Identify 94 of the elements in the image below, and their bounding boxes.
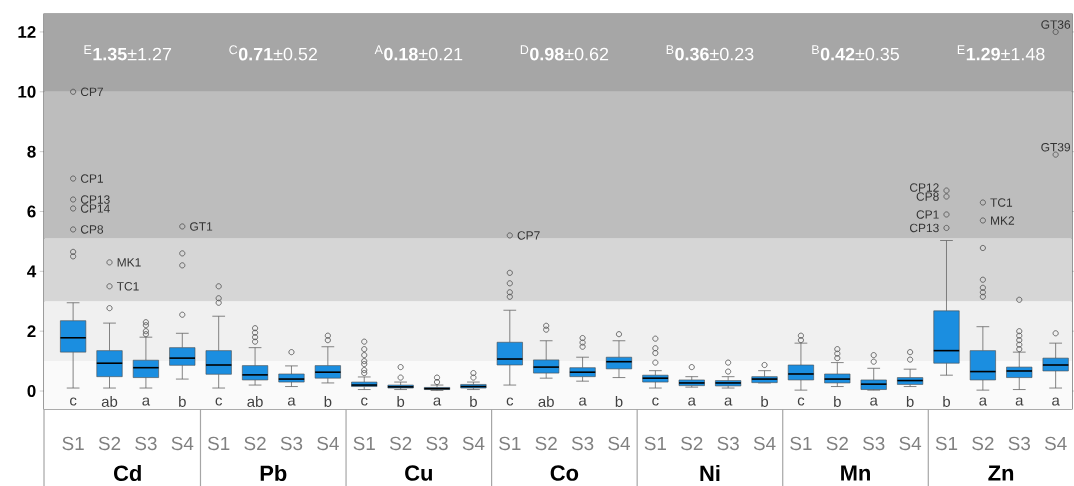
annotation: $^{E}$1.29±1.48 xyxy=(957,45,1045,61)
y-tick-label: 10 xyxy=(18,85,36,98)
annotation: TC1 xyxy=(990,198,1013,207)
x-tick-label: S4 xyxy=(899,436,922,451)
annotation: a xyxy=(688,397,696,406)
x-tick-label: S4 xyxy=(317,436,339,451)
x-tick-label: S4 xyxy=(753,436,776,451)
x-tick-label: S3 xyxy=(280,436,303,451)
annotation: b xyxy=(470,396,477,407)
annotation: a xyxy=(142,397,151,406)
text: Zn xyxy=(988,465,1014,481)
annotation: MK1 xyxy=(117,258,141,267)
x-tick-label: S4 xyxy=(608,436,630,451)
annotation: ab xyxy=(101,396,118,407)
annotation: c xyxy=(506,397,514,406)
x-tick-label: S2 xyxy=(389,436,412,451)
annotation: ab xyxy=(538,396,554,407)
annotation: CP8 xyxy=(916,192,939,201)
annotation: b xyxy=(179,396,186,407)
text: Ni xyxy=(700,465,720,481)
y-tick-label: 8 xyxy=(27,145,36,158)
x-tick-label: S2 xyxy=(826,436,848,451)
text: Mn xyxy=(841,465,870,481)
x-tick-label: S2 xyxy=(535,436,557,451)
annotation: CP1 xyxy=(916,210,939,219)
annotation: ab xyxy=(247,396,263,407)
annotation: CP1 xyxy=(80,174,103,183)
annotation: a xyxy=(579,397,587,406)
y-tick-label: 6 xyxy=(27,205,36,218)
text: Co xyxy=(550,465,579,481)
annotation: $^{B}$0.36±0.23 xyxy=(666,45,754,61)
annotation: CP13 xyxy=(80,195,110,204)
annotation: a xyxy=(1052,397,1060,406)
annotation: b xyxy=(834,396,841,407)
annotation: $^{D}$0.98±0.62 xyxy=(520,45,609,61)
annotation: a xyxy=(870,397,878,406)
annotation: CP8 xyxy=(80,225,104,234)
annotation: b xyxy=(324,396,332,407)
annotation: a xyxy=(1015,397,1024,406)
annotation: $^{C}$0.71±0.52 xyxy=(229,45,317,61)
x-tick-label: S1 xyxy=(62,436,84,451)
annotation: c xyxy=(361,397,368,406)
annotation: CP7 xyxy=(517,231,540,240)
x-tick-label: S3 xyxy=(1008,436,1030,451)
annotation: b xyxy=(615,396,623,407)
x-tick-label: S2 xyxy=(98,436,121,451)
annotation: b xyxy=(761,396,769,407)
x-tick-label: S3 xyxy=(571,436,594,451)
x-tick-label: S2 xyxy=(244,436,266,451)
y-tick-label: 12 xyxy=(18,26,36,38)
annotation: a xyxy=(287,397,296,406)
annotation: b xyxy=(906,396,914,407)
x-tick-label: S1 xyxy=(353,436,375,451)
x-tick-label: S1 xyxy=(499,436,521,451)
x-tick-label: S3 xyxy=(862,436,885,451)
annotation: CP13 xyxy=(909,223,939,233)
annotation: a xyxy=(979,397,988,406)
text: Pb xyxy=(260,464,287,482)
x-tick-label: S4 xyxy=(171,436,194,451)
x-tick-label: S4 xyxy=(1044,436,1067,451)
text: Cd xyxy=(114,464,141,482)
y-tick-label: 0 xyxy=(27,385,36,398)
x-tick-label: S4 xyxy=(462,436,485,451)
x-tick-label: S3 xyxy=(717,436,739,451)
x-tick-label: S1 xyxy=(935,436,958,451)
x-tick-label: S2 xyxy=(972,436,994,451)
x-tick-label: S1 xyxy=(207,436,230,451)
x-tick-label: S3 xyxy=(426,436,448,451)
annotation: GT36 xyxy=(1041,20,1071,29)
annotation: $^{B}$0.42±0.35 xyxy=(812,45,900,61)
annotation: c xyxy=(70,397,77,406)
annotation: GT1 xyxy=(190,222,213,231)
annotation: c xyxy=(797,397,805,406)
x-tick-label: S1 xyxy=(644,436,667,451)
y-tick-label: 4 xyxy=(27,265,37,278)
annotation: CP7 xyxy=(80,87,103,97)
annotation: GT39 xyxy=(1041,142,1071,152)
annotation: c xyxy=(215,397,223,406)
annotation: CP14 xyxy=(80,204,110,213)
y-tick-label: 2 xyxy=(27,325,36,338)
text: Cu xyxy=(405,465,432,481)
annotation: $^{A}$0.18±0.21 xyxy=(374,45,463,61)
annotation: b xyxy=(943,396,951,407)
annotation: TC1 xyxy=(116,282,139,291)
x-tick-label: S2 xyxy=(681,436,703,451)
annotation: a xyxy=(724,397,733,406)
annotation: b xyxy=(397,396,405,407)
x-tick-label: S1 xyxy=(790,436,812,451)
annotation: $^{E}$1.35±1.27 xyxy=(84,45,172,61)
annotation: c xyxy=(652,397,659,406)
annotation: MK2 xyxy=(991,216,1015,225)
x-tick-label: S3 xyxy=(135,436,157,451)
annotation: CP12 xyxy=(909,183,939,192)
annotation: a xyxy=(433,397,442,406)
